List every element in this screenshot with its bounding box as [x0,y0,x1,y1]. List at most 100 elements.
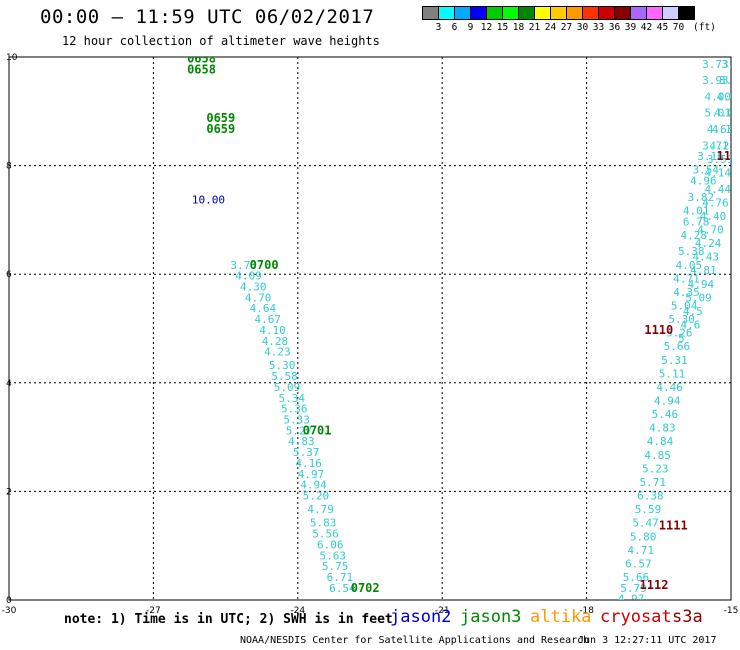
wave-height-value: 4.23 [264,346,291,359]
wave-height-value: 4.16 [295,457,322,470]
x-tick-label: -21 [435,606,450,616]
y-tick-label: 10 [6,53,18,63]
legend-item-cryosat: cryosat [600,607,672,627]
wave-height-value: 5.09 [274,381,301,394]
x-tick-label: -18 [579,606,594,616]
legend-item-altika: altika [530,607,592,627]
pass-time-label: 1112 [640,578,669,592]
wave-height-value: 5.37 [293,446,320,459]
wave-height-value: 4.83 [649,422,676,435]
wave-height-value: 4.71 [673,272,700,285]
wave-height-value: 5.23 [642,462,669,475]
pass-time-label: 0659 [206,111,235,125]
wave-height-value: 5.66 [623,571,650,584]
wave-height-value: 4.64 [250,302,277,315]
color-scale-label: 9 [467,22,474,33]
color-scale-label: 45 [656,22,669,33]
wave-height-value: 5.83 [310,517,337,530]
wave-height-value: 5.80 [630,530,657,543]
wave-height-value: 5.09 [685,291,712,304]
x-tick-label: -30 [2,606,17,616]
wave-height-value: 4.14 [705,166,732,179]
wave-height-value: 4.70 [697,223,724,236]
wave-height-value: 4.10 [259,324,286,337]
credit-line: NOAA/NESDIS Center for Satellite Applica… [240,635,590,646]
wave-height-value: 5.75 [322,560,349,573]
color-scale-label: 3 [435,22,442,33]
wave-height-value: 4.46 [656,381,683,394]
wave-height-value: 3.73 [702,58,729,71]
color-scale-label: 18 [512,22,525,33]
footnote: note: 1) Time is in UTC; 2) SWH is in fe… [64,612,393,627]
color-scale-label: 39 [624,22,637,33]
pass-time-label: 1110 [644,323,673,337]
wave-height-value: 4.5 [683,305,703,318]
wave-height-value: 4.21 [709,139,736,152]
color-scale-label: 27 [560,22,573,33]
wave-height-value: 5.63 [319,549,346,562]
wave-height-value: 4.00 [705,90,732,103]
wave-height-value: 4.43 [692,251,719,264]
wave-height-value: 4.70 [245,291,272,304]
wave-height-value: 5 [678,332,685,345]
pass-time-label: 0702 [351,581,380,595]
color-swatch [678,6,695,20]
wave-height-value: 4.96 [690,175,717,188]
pass-time-label: 0701 [303,423,332,437]
wave-height-value: 4.81 [690,264,717,277]
wave-height-value: 3.93 [702,74,729,87]
wave-height-value: 4.05 [676,259,703,272]
wave-height-value: 5.66 [664,340,691,353]
wave-height-value: 4.13 [712,123,739,136]
wave-height-value: 4.67 [254,313,280,326]
color-scale-label: 6 [451,22,458,33]
wave-height-value: 5.30 [269,359,296,372]
x-tick-label: -15 [724,606,739,616]
wave-height-value: 5.59 [635,503,662,516]
wave-height-value: 4.85 [644,449,671,462]
wave-height-value: 5.46 [652,408,679,421]
wave-height-value: 6.06 [317,538,344,551]
pass-time-label: 0700 [250,258,279,272]
wave-height-value: 4.94 [300,479,327,492]
chart-title: 00:00 – 11:59 UTC 06/02/2017 [40,6,375,28]
wave-height-value: 5.20 [303,490,330,503]
wave-height-value: 4.83 [288,435,315,448]
wave-height-value: 6.57 [625,557,652,570]
wave-height-value: 5.01 [705,107,732,120]
y-tick-label: 2 [6,487,12,497]
wave-height-value: 5.26 [666,327,693,340]
plot-frame [8,56,732,601]
wave-height-value: 3.71 [702,139,729,152]
y-tick-label: 0 [6,596,12,606]
wave-height-value: 3.76 [230,259,257,272]
legend-item-s3a: s3a [672,607,703,627]
timestamp: Jun 3 12:27:11 UTC 2017 [578,635,717,646]
wave-height-value: 5.27 [286,424,313,437]
color-scale-label: 33 [592,22,605,33]
x-tick-label: -24 [290,606,305,616]
wave-height-value: 4.84 [647,435,674,448]
pass-time-label: 0658 [187,62,216,76]
wave-height-value: 10.00 [192,194,225,207]
legend-item-jason3: jason3 [460,607,522,627]
wave-height-value: 4.97 [618,593,645,606]
wave-height-value: 4.01 [683,204,710,217]
wave-height-value: 3.21 [721,58,740,71]
wave-height-value: 4.71 [628,544,655,557]
wave-height-value: 5.33 [283,414,310,427]
wave-height-value: 5.11 [659,367,686,380]
color-scale-label: 12 [480,22,493,33]
pass-time-label: 1109 [717,149,740,163]
wave-height-value: 6.54 [329,582,356,595]
wave-height-value: 4.40 [700,210,727,223]
wave-height-value: 5.30 [668,313,695,326]
pass-time-label: 1111 [659,518,688,532]
wave-height-value: 4.79 [307,503,334,516]
color-scale-label: 24 [544,22,557,33]
wave-height-value: 5.38 [678,245,705,258]
wave-height-value: 4.28 [262,335,289,348]
wave-height-value: 4.97 [298,468,325,481]
wave-height-value: 5.34 [279,392,306,405]
wave-height-value: 6.38 [637,490,664,503]
